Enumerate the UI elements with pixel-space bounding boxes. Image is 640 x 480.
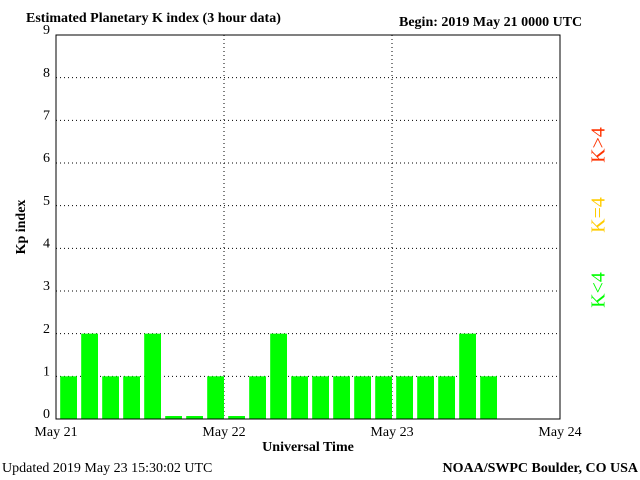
y-tick-label: 5 <box>43 194 50 209</box>
bar <box>291 376 308 419</box>
bar <box>312 376 329 419</box>
bar <box>459 333 476 419</box>
x-tick-label: May 23 <box>370 425 413 440</box>
bar <box>333 376 350 419</box>
bar <box>144 333 161 419</box>
footer-source: NOAA/SWPC Boulder, CO USA <box>442 461 638 476</box>
bar <box>60 376 77 419</box>
footer-updated: Updated 2019 May 23 15:30:02 UTC <box>2 461 212 476</box>
plot-frame <box>55 34 561 420</box>
legend-label: K>4 <box>588 127 610 163</box>
bar <box>123 376 140 419</box>
y-tick-label: 8 <box>43 66 50 81</box>
bar <box>417 376 434 419</box>
y-tick-label: 2 <box>43 322 50 337</box>
y-tick-label: 4 <box>43 237 50 252</box>
legend-label: K<4 <box>588 272 610 308</box>
y-axis-label: Kp index <box>14 200 29 255</box>
bar <box>480 376 497 419</box>
x-tick-label: May 22 <box>202 425 245 440</box>
bar <box>228 416 245 419</box>
bar <box>354 376 371 419</box>
y-tick-label: 6 <box>43 151 50 166</box>
y-tick-label: 3 <box>43 279 50 294</box>
bar <box>207 376 224 419</box>
chart-subtitle: Begin: 2019 May 21 0000 UTC <box>399 15 582 30</box>
chart-title: Estimated Planetary K index (3 hour data… <box>26 11 281 26</box>
bar <box>249 376 266 419</box>
bar <box>375 376 392 419</box>
x-tick-label: May 24 <box>538 425 581 440</box>
x-axis-label: Universal Time <box>262 440 354 455</box>
bar <box>438 376 455 419</box>
y-tick-label: 1 <box>43 365 50 380</box>
bar <box>165 416 182 419</box>
legend-label: K=4 <box>588 197 610 233</box>
bar <box>81 333 98 419</box>
y-tick-label: 7 <box>43 109 50 124</box>
y-tick-label: 0 <box>43 407 50 422</box>
bar <box>396 376 413 419</box>
bar <box>186 416 203 419</box>
bar <box>102 376 119 419</box>
bar <box>270 333 287 419</box>
y-tick-label: 9 <box>43 23 50 38</box>
x-tick-label: May 21 <box>34 425 77 440</box>
